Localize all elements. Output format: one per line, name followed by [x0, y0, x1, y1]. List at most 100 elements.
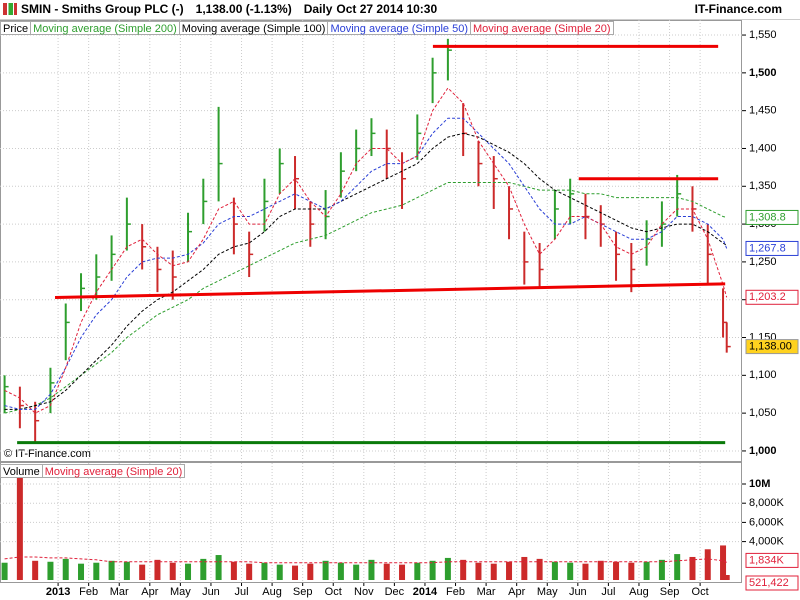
volume-bar: [32, 560, 39, 581]
volume-bar: [322, 560, 329, 581]
volume-bar: [444, 557, 451, 581]
volume-bar: [230, 561, 237, 581]
x-tick-label: Apr: [508, 586, 525, 598]
legend-entry: Moving average (Simple 100): [178, 21, 329, 35]
volume-bar: [689, 556, 696, 581]
x-tick-label: Jul: [234, 586, 248, 598]
last-value-label: 1,834K: [749, 554, 785, 566]
volume-bar: [490, 563, 497, 581]
price-panel: [0, 20, 742, 462]
moving-average: [4, 87, 728, 414]
volume-bar: [429, 560, 436, 581]
y-tick-label: 1,400: [749, 142, 777, 154]
volume-bar: [628, 562, 635, 581]
volume-bar: [368, 559, 375, 581]
y-tick-label: 6,000K: [749, 516, 785, 528]
volume-bar: [551, 561, 558, 581]
volume-bar: [658, 559, 665, 581]
volume-bar: [475, 562, 482, 581]
y-tick-label: 1,100: [749, 369, 777, 381]
y-tick-label: 10M: [749, 478, 770, 490]
last-value-label: 1,203.2: [749, 291, 786, 303]
legend-entry: Moving average (Simple 50): [327, 21, 472, 35]
last-value-box: [745, 339, 799, 355]
x-tick-label: Sep: [293, 586, 313, 598]
x-tick-label: Aug: [262, 586, 282, 598]
y-tick-label: 1,550: [749, 29, 777, 41]
period: Daily: [303, 2, 333, 16]
volume-bar: [414, 562, 421, 581]
last-value-box: [745, 552, 799, 568]
price-legend: Price Moving average (Simple 200) Moving…: [0, 21, 614, 35]
volume-bar: [1, 562, 8, 581]
x-tick-label: Dec: [385, 586, 405, 598]
volume-bar: [123, 561, 130, 581]
volume-bar: [185, 563, 192, 581]
volume-bar: [337, 562, 344, 581]
y-tick-label: 1,050: [749, 407, 777, 419]
y-tick-label: 4,000K: [749, 536, 785, 548]
x-tick-label: Feb: [79, 586, 98, 598]
x-tick-label: Jul: [601, 586, 615, 598]
x-tick-label: Apr: [141, 586, 158, 598]
title: SMIN - Smiths Group PLC (-): [21, 2, 184, 16]
volume-bar: [674, 554, 681, 581]
y-tick-label: 1,450: [749, 105, 777, 117]
volume-bar: [292, 565, 299, 581]
brand: IT-Finance.com: [694, 2, 782, 16]
volume-bar: [720, 545, 727, 581]
y-tick-label: 1,350: [749, 180, 777, 192]
legend-entry: Moving average (Simple 20): [41, 464, 186, 478]
x-tick-label: Jun: [569, 586, 587, 598]
x-tick-label: Oct: [692, 586, 709, 598]
y-tick-label: 1,500: [749, 67, 777, 79]
last-price: 1,138.00 (-1.13%): [195, 2, 292, 16]
volume-bar: [169, 562, 176, 581]
volume-plot: [0, 463, 742, 583]
x-tick-label: May: [537, 586, 558, 598]
x-tick-label: Feb: [446, 586, 465, 598]
last-value-label: 521,422: [749, 577, 789, 589]
last-value-box: [745, 289, 799, 305]
volume-bar: [643, 561, 650, 581]
volume-bar: [154, 559, 161, 581]
x-tick-label: May: [170, 586, 191, 598]
last-value-box: [745, 575, 799, 591]
legend-entry: Volume: [0, 464, 43, 478]
volume-bar: [536, 558, 543, 581]
volume-bar: [261, 562, 268, 581]
x-tick-label: 2014: [413, 586, 438, 598]
x-tick-label: Jun: [202, 586, 220, 598]
legend-entry: Price: [0, 21, 32, 35]
legend-entry: Moving average (Simple 200): [30, 21, 180, 35]
volume-bar: [276, 564, 283, 581]
volume-bar: [62, 558, 69, 581]
volume-bar: [506, 561, 513, 581]
x-tick-label: Oct: [325, 586, 342, 598]
volume-bar: [307, 563, 314, 581]
volume-bar: [215, 555, 222, 581]
volume-bar: [567, 562, 574, 581]
volume-bar: [704, 549, 711, 581]
legend-entry: Moving average (Simple 20): [470, 21, 614, 35]
x-tick-label: Mar: [110, 586, 129, 598]
volume-bar: [613, 561, 620, 581]
volume-bar: [200, 558, 207, 581]
y-tick-label: 8,000K: [749, 497, 785, 509]
volume-bar: [383, 563, 390, 581]
volume-bar: [460, 559, 467, 581]
price-plot: [0, 20, 742, 461]
volume-bar: [582, 563, 589, 581]
last-value-label: 1,267.8: [749, 242, 786, 254]
volume-bar: [139, 564, 146, 581]
last-value-label: 1,138.00: [749, 340, 792, 352]
volume-bar: [16, 464, 23, 581]
volume-bar: [108, 560, 115, 581]
volume-bar: [723, 574, 730, 581]
volume-bar: [353, 564, 360, 581]
volume-bar: [521, 556, 528, 581]
moving-average: [4, 182, 727, 414]
x-tick-label: 2013: [46, 586, 70, 598]
